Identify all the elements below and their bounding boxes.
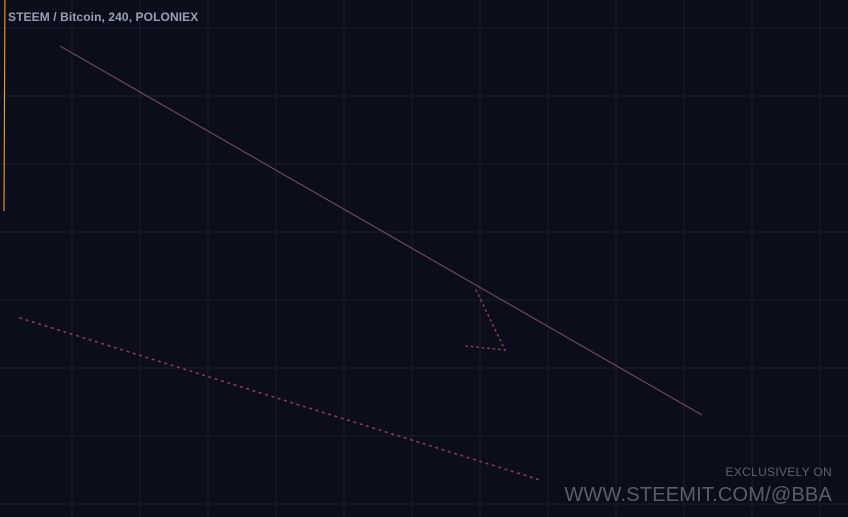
flag-pattern	[465, 289, 507, 351]
watermark-line-2: WWW.STEEMIT.COM/@BBA	[564, 484, 832, 506]
chart-title: STEEM / Bitcoin, 240, POLONIEX	[8, 10, 199, 24]
price-line	[3, 0, 6, 212]
support-trendline	[19, 317, 541, 481]
watermark-line-1: EXCLUSIVELY ON	[725, 465, 832, 479]
resistance-trendline	[59, 45, 703, 416]
